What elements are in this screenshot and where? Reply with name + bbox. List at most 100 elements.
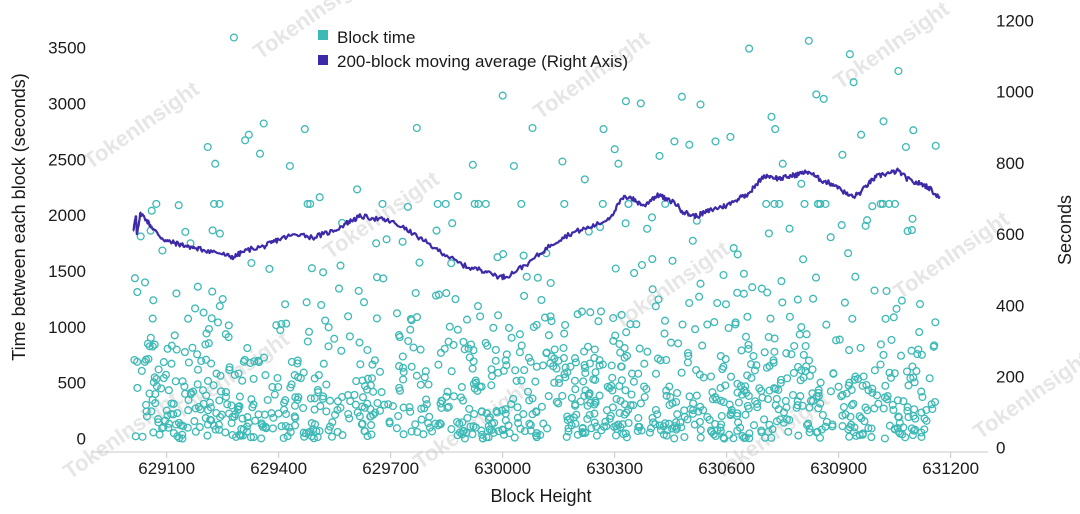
block-time-point	[763, 288, 772, 297]
block-time-point	[685, 392, 694, 401]
block-time-point	[206, 415, 215, 424]
block-time-point	[270, 390, 279, 399]
block-time-point	[281, 409, 291, 419]
block-time-point	[904, 413, 913, 422]
block-time-point	[427, 427, 437, 436]
block-time-point	[409, 343, 418, 352]
block-time-point	[559, 343, 568, 353]
block-time-point	[838, 390, 847, 399]
block-time-point	[475, 382, 484, 391]
block-time-point	[208, 287, 217, 296]
block-time-point	[901, 142, 910, 152]
block-time-point	[894, 412, 903, 421]
block-time-point	[909, 126, 918, 135]
block-time-point	[163, 411, 172, 420]
block-time-point	[466, 340, 476, 349]
block-time-point	[864, 424, 873, 433]
block-time-point	[755, 384, 764, 393]
block-time-point	[745, 44, 754, 53]
block-time-point	[870, 366, 879, 375]
block-time-point	[516, 424, 525, 433]
block-time-point	[889, 405, 898, 415]
block-time-point	[776, 378, 785, 387]
block-time-point	[170, 331, 179, 340]
block-time-point	[737, 346, 746, 355]
x-axis-ticks: 629100 629400 629700 630000 630300 630600 6309…	[138, 452, 979, 478]
block-time-point	[655, 421, 664, 430]
block-time-point	[586, 308, 595, 317]
block-time-point	[838, 150, 847, 159]
block-time-point	[493, 408, 502, 417]
block-time-point	[505, 429, 514, 438]
block-time-point	[853, 374, 863, 383]
block-time-point	[517, 376, 526, 385]
block-time-point	[630, 268, 639, 278]
block-time-point	[324, 342, 333, 351]
block-time-point	[444, 337, 453, 346]
block-time-point	[793, 401, 802, 410]
block-time-point	[577, 307, 586, 316]
block-time-point	[570, 354, 580, 363]
block-time-point	[885, 368, 894, 377]
block-time-point	[580, 347, 589, 356]
y2-tick-label: 800	[996, 154, 1024, 173]
block-time-point	[724, 323, 733, 333]
block-time-point	[647, 213, 657, 222]
block-time-point	[847, 401, 856, 410]
block-time-point	[517, 199, 526, 208]
block-time-point	[442, 289, 451, 298]
block-time-point	[372, 239, 381, 248]
block-time-point	[413, 427, 422, 437]
legend-swatch-block-time	[318, 30, 328, 40]
block-time-point	[470, 409, 479, 419]
block-time-point	[367, 421, 376, 430]
block-time-point	[800, 199, 809, 208]
block-time-point	[796, 392, 805, 401]
block-time-point	[319, 359, 328, 368]
block-time-point	[140, 278, 150, 287]
block-time-point	[561, 363, 570, 372]
block-time-point	[309, 434, 318, 443]
block-time-point	[447, 425, 456, 434]
block-time-point	[918, 392, 927, 402]
block-time-point	[731, 318, 740, 327]
x-tick-label: 630000	[474, 459, 531, 478]
y2-tick-label: 400	[996, 296, 1024, 315]
block-time-point	[599, 125, 608, 134]
block-time-point	[558, 157, 567, 166]
block-time-point	[441, 199, 450, 208]
block-time-point	[765, 420, 774, 429]
x-tick-label: 630600	[698, 459, 755, 478]
block-time-point	[797, 323, 806, 332]
block-time-point	[296, 374, 305, 383]
block-time-point	[517, 341, 526, 350]
block-time-point	[164, 419, 174, 428]
block-time-point	[215, 199, 224, 208]
block-time-point	[598, 199, 607, 208]
block-time-point	[802, 420, 812, 430]
block-time-point	[779, 408, 788, 417]
block-time-point	[696, 425, 705, 435]
block-time-point	[178, 377, 187, 386]
block-time-point	[879, 350, 888, 359]
block-time-point	[635, 344, 644, 353]
block-time-point	[354, 286, 363, 295]
block-time-point	[621, 97, 630, 106]
block-time-point	[680, 406, 689, 415]
block-time-point	[238, 376, 247, 385]
block-time-point	[692, 365, 701, 375]
block-time-point	[794, 431, 803, 440]
block-time-point	[522, 272, 531, 281]
block-time-point	[324, 426, 333, 435]
block-time-point	[804, 36, 813, 45]
block-time-point	[653, 354, 663, 363]
block-time-point	[259, 119, 268, 128]
block-time-point	[758, 393, 767, 402]
block-time-point	[757, 428, 766, 437]
block-time-point	[634, 422, 643, 431]
block-time-point	[691, 325, 700, 334]
block-time-point	[788, 390, 798, 400]
block-time-point	[767, 112, 776, 121]
block-time-point	[501, 409, 510, 418]
y-axis-ticks: 0 500 1000 1500 2000 2500 3000 3500	[48, 39, 86, 449]
